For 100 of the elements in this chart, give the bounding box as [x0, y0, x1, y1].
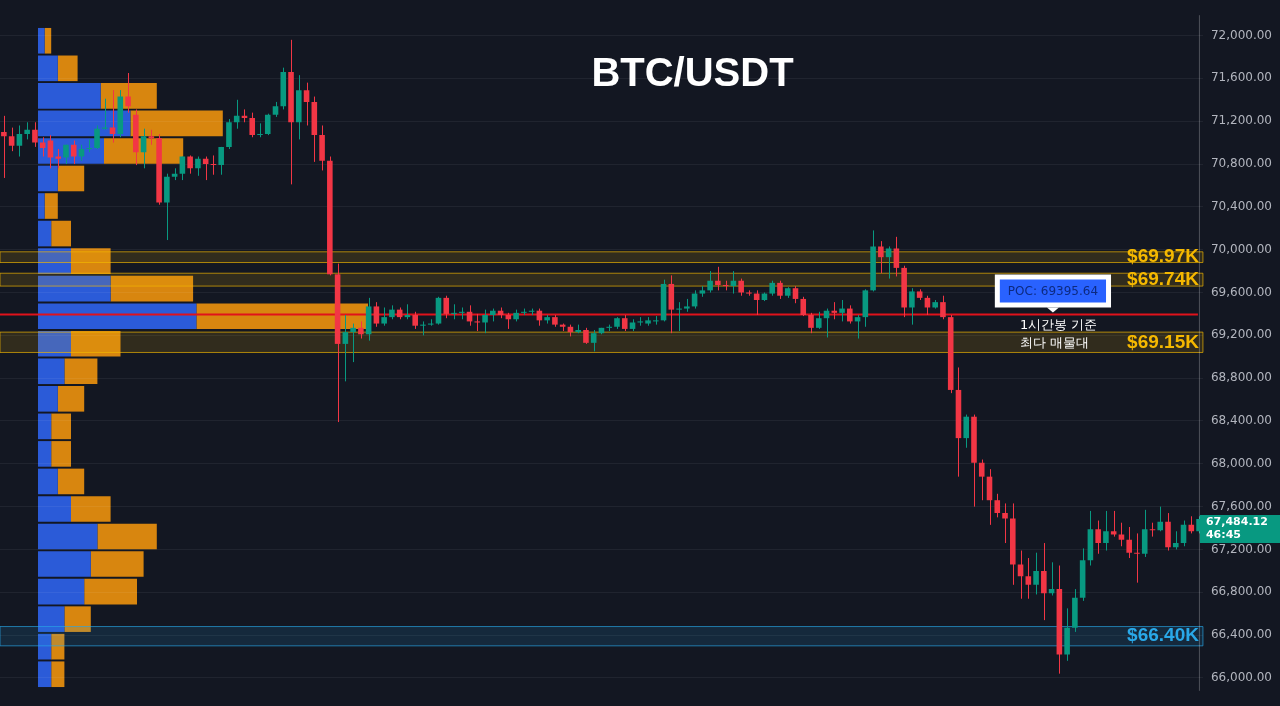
bar [51, 413, 71, 440]
bar [38, 441, 52, 467]
bar [71, 496, 111, 522]
candlestick [746, 289, 752, 297]
y-tick-label: 72,000.00 [1210, 27, 1273, 42]
ref-line-label: POC: 69395.64 [1007, 283, 1099, 298]
candlestick [451, 303, 457, 320]
y-tick-label: 69,600.00 [1210, 284, 1273, 299]
candlestick [32, 121, 38, 148]
y-tick-label: 68,000.00 [1210, 455, 1273, 470]
bar [38, 55, 58, 82]
bar [64, 606, 91, 632]
annotation: 1시간봉 기준 최다 매물대 [1020, 316, 1098, 352]
candlestick [800, 296, 807, 317]
text: BTC/USDT [590, 50, 795, 95]
bar [84, 578, 137, 605]
candlestick [847, 304, 853, 325]
candlestick [715, 266, 721, 291]
y-tick-label: 66,400.00 [1210, 627, 1273, 642]
candlestick [474, 313, 481, 332]
bar [57, 468, 85, 495]
candlestick [1134, 532, 1140, 584]
candlestick [1095, 520, 1101, 555]
bar [38, 523, 98, 550]
candlestick [1157, 506, 1164, 532]
y-tick-label: 66,000.00 [1210, 670, 1273, 685]
candlestick [808, 312, 814, 334]
bar [97, 523, 157, 550]
bar [51, 661, 65, 688]
bar [38, 661, 52, 688]
bar [38, 578, 85, 605]
candlestick [676, 301, 682, 332]
bar [51, 633, 65, 660]
candlestick [187, 154, 193, 175]
bar [38, 496, 71, 522]
bar [44, 27, 52, 54]
candlestick [264, 113, 271, 136]
candlestick [1172, 530, 1179, 550]
candlestick [978, 459, 985, 501]
candlestick [1, 115, 7, 179]
candlestick [101, 98, 108, 131]
bar [38, 386, 58, 412]
text: 67,484.12 [1205, 514, 1268, 528]
candlestick [963, 414, 970, 449]
candlestick [1126, 526, 1132, 559]
candlestick [1033, 552, 1039, 595]
candlestick [373, 301, 380, 328]
candlestick [777, 280, 783, 300]
y-tick-label: 67,200.00 [1210, 541, 1273, 556]
candlestick [443, 295, 450, 319]
candlestick [909, 287, 915, 326]
bar [51, 220, 71, 247]
bar [38, 275, 111, 302]
bar [38, 83, 101, 109]
candlestick [839, 299, 845, 322]
band-label: $69.15K [1127, 330, 1200, 352]
candlestick [249, 112, 256, 138]
candlestick [70, 139, 77, 165]
candlestick [86, 138, 93, 153]
bar [38, 193, 45, 219]
candlestick [1103, 510, 1109, 552]
y-tick-label: 71,200.00 [1210, 113, 1273, 128]
candlestick [257, 122, 263, 138]
candlestick [707, 270, 713, 294]
y-tick-label: 70,400.00 [1210, 198, 1273, 213]
bar [57, 165, 85, 192]
bar [38, 27, 45, 54]
candlestick [195, 156, 201, 177]
candlestick [1118, 522, 1125, 547]
bar [57, 386, 85, 412]
bar [38, 551, 91, 577]
y-tick-label: 66,800.00 [1210, 584, 1273, 599]
bar [110, 275, 194, 302]
candlestick [482, 309, 488, 334]
candlestick [590, 329, 597, 352]
bar [38, 606, 65, 632]
candlestick [1017, 550, 1024, 600]
y-tick-label: 69,200.00 [1210, 327, 1273, 342]
candlestick [125, 72, 131, 114]
candlestick [1041, 542, 1047, 621]
band-label: $66.40K [1127, 624, 1200, 646]
band-label: $69.97K [1127, 245, 1200, 267]
candlestick [994, 493, 1001, 518]
candlestick [1002, 502, 1008, 544]
y-tick-label: 68,800.00 [1210, 370, 1273, 385]
bar [57, 55, 78, 82]
y-tick-label: 67,600.00 [1210, 498, 1273, 513]
band-label: $69.74K [1127, 267, 1200, 289]
bar [38, 165, 58, 192]
text: 46:45 [1205, 527, 1241, 541]
candlestick [427, 318, 434, 327]
candlestick [381, 307, 387, 327]
candlestick [47, 134, 54, 169]
y-tick-label: 70,800.00 [1210, 156, 1273, 171]
y-tick-label: 68,400.00 [1210, 413, 1273, 428]
candlestick [94, 124, 100, 150]
bar [44, 193, 58, 219]
bar [38, 413, 52, 440]
bar [38, 633, 52, 660]
candlestick [218, 146, 224, 176]
